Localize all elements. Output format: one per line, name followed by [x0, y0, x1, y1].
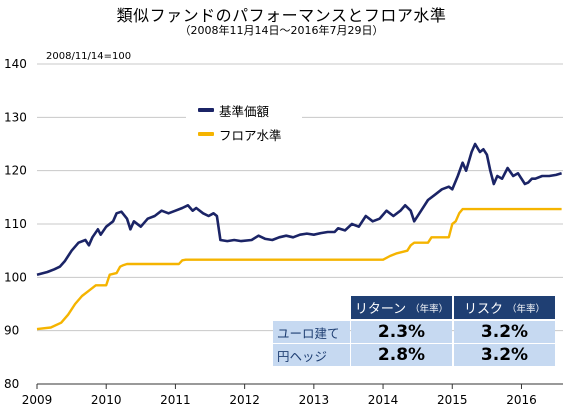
- y-tick-90: 90: [4, 324, 19, 338]
- y-tick-80: 80: [4, 377, 19, 391]
- chart-title: 類似ファンドのパフォーマンスとフロア水準: [116, 6, 447, 25]
- y-tick-140: 140: [4, 57, 27, 71]
- row-label-yen: 円ヘッジ: [273, 344, 350, 366]
- y-tick-100: 100: [4, 270, 27, 284]
- chart-subtitle: （2008年11月14日〜2016年7月29日）: [179, 24, 384, 37]
- header-return: リターン （年率）: [351, 296, 452, 319]
- row-euro-risk: 3.2%: [454, 321, 555, 343]
- legend-label-nav: 基準価額: [219, 103, 270, 119]
- legend-item-nav: 基準価額: [198, 100, 269, 120]
- header-risk-label: リスク: [463, 302, 503, 317]
- header-return-sub: （年率）: [410, 303, 449, 315]
- legend-label-floor: フロア水準: [219, 127, 282, 143]
- legend-item-floor: フロア水準: [198, 124, 282, 144]
- header-return-label: リターン: [354, 302, 407, 317]
- legend: 基準価額 フロア水準: [186, 94, 302, 150]
- x-tick-labels: 2009 2010 2011 2012 2013 2014 2015 2016: [22, 393, 537, 407]
- base-note: 2008/11/14=100: [46, 51, 132, 62]
- row-euro-return: 2.3%: [351, 321, 452, 343]
- x-tick-2012: 2012: [229, 393, 260, 407]
- legend-swatch-nav: [198, 108, 214, 112]
- header-risk-sub: （年率）: [507, 303, 546, 315]
- y-tick-120: 120: [4, 164, 27, 178]
- x-tick-2010: 2010: [91, 393, 122, 407]
- row-yen-return: 2.8%: [351, 344, 452, 366]
- series-line-floor: [36, 207, 562, 331]
- series-line-nav: [36, 142, 562, 276]
- row-yen-risk: 3.2%: [454, 344, 555, 366]
- x-tick-2011: 2011: [160, 393, 191, 407]
- series-lines: [36, 142, 562, 331]
- x-tick-2009: 2009: [22, 393, 53, 407]
- y-tick-130: 130: [4, 110, 27, 124]
- x-tick-2016: 2016: [506, 393, 537, 407]
- x-tick-2015: 2015: [437, 393, 468, 407]
- legend-swatch-floor: [198, 132, 214, 136]
- y-tick-labels: 80 90 100 110 120 130 140: [4, 57, 27, 391]
- y-tick-110: 110: [4, 217, 27, 231]
- header-risk: リスク （年率）: [454, 296, 555, 319]
- x-tick-2014: 2014: [368, 393, 399, 407]
- x-tick-2013: 2013: [299, 393, 330, 407]
- row-label-euro: ユーロ建て: [273, 321, 350, 343]
